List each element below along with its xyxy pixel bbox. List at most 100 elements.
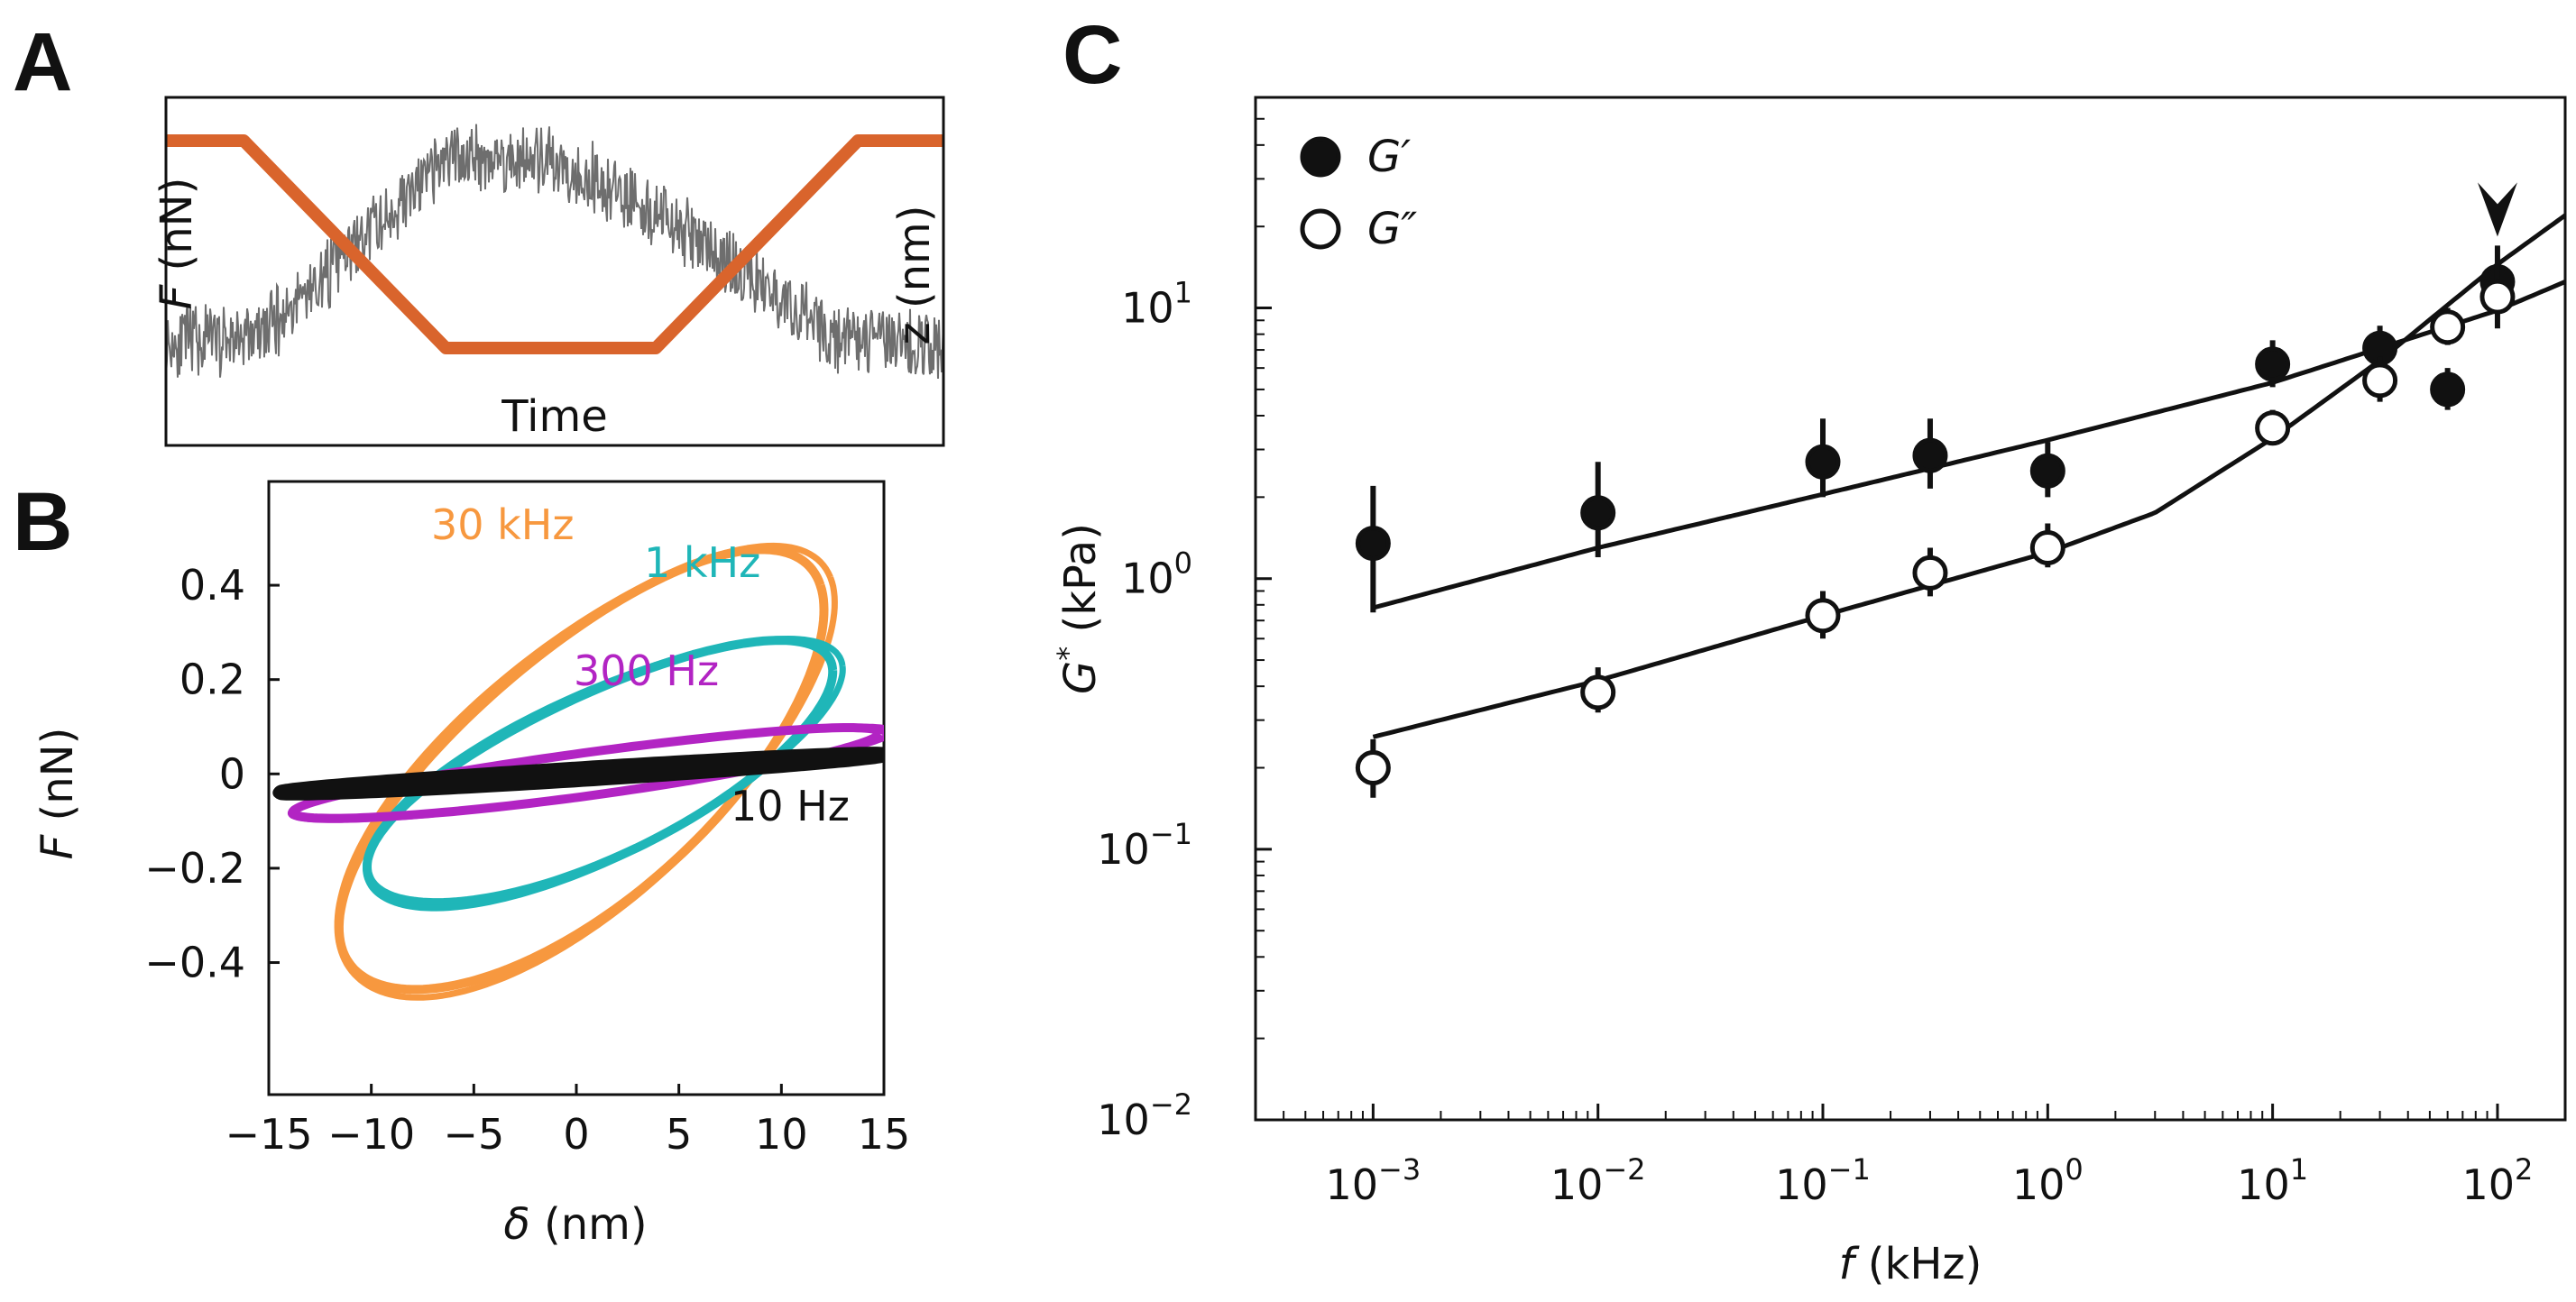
data-marker [2362, 362, 2398, 399]
panel-c-ylabel-symbol: G [1055, 661, 1106, 694]
panel-a-xlabel: Time [501, 391, 607, 442]
panel-c-xtick-label: 10−1 [1775, 1152, 1871, 1209]
data-marker [1355, 526, 1391, 562]
panel-c-fits [1372, 213, 2565, 739]
panel-b-ytick-label: 0.2 [179, 656, 245, 704]
panel-a-ylabel-left-symbol: F [152, 283, 202, 309]
panel-c-ytick-label: 101 [1121, 276, 1192, 333]
g-double-prime-point [1580, 667, 1616, 713]
panel-c-xtick-label: 100 [2012, 1152, 2084, 1209]
panel-b-xtick-label: 15 [858, 1110, 911, 1159]
data-marker [2479, 279, 2516, 315]
panel-a-ylabel-left-unit: (nN) [152, 178, 202, 285]
g-double-prime-point [2255, 409, 2291, 446]
g-prime-point [1805, 418, 1841, 498]
g-double-prime-point [2430, 307, 2466, 345]
panel-c-xtick-label: 10−3 [1326, 1152, 1421, 1209]
legend-label-g-prime: G′ [1367, 132, 1411, 182]
data-marker [2255, 346, 2291, 382]
panel-label-b: B [13, 476, 72, 568]
label-300hz: 300 Hz [574, 646, 719, 695]
panel-c-ytick-label: 10−1 [1097, 817, 1192, 874]
panel-b-chart: −15 −10 −5 0 5 10 15 0.4 0.2 0 −0.2 −0.4 30 kHz 1 k… [32, 480, 910, 1250]
panel-c-xtick-label: 101 [2237, 1152, 2308, 1209]
panel-b-xtick-label: 5 [666, 1110, 692, 1159]
panel-b-ytick-label: −0.2 [144, 844, 245, 893]
legend-label-g-double-prime: G″ [1367, 204, 1417, 254]
panel-c-xtick-label: 10−2 [1550, 1152, 1646, 1209]
panel-b-xlabel-unit: (nm) [530, 1199, 648, 1250]
legend-marker-g-prime [1300, 136, 1341, 178]
data-marker [2255, 410, 2291, 446]
panel-b-ytick-label: 0 [219, 749, 245, 798]
panel-c-legend: G′ G″ [1300, 132, 1417, 254]
panel-c-xtick-label: 102 [2461, 1152, 2533, 1209]
data-marker [1580, 495, 1616, 531]
data-marker [1912, 437, 1948, 473]
fit-g-double-prime [1372, 213, 2565, 739]
g-prime-point [1912, 418, 1948, 489]
loop-1-khz [363, 636, 846, 912]
data-marker [1355, 750, 1391, 785]
panel-c-ytick-label: 10−2 [1097, 1087, 1192, 1144]
panel-b-ticks: −15 −10 −5 0 5 10 15 0.4 0.2 0 −0.2 −0.4 [144, 561, 910, 1159]
panel-c-ylabel-unit: (kPa) [1055, 523, 1106, 646]
panel-c-chart: 10−3 10−2 10−1 100 101 102 10−2 10−1 100 101 G′ G… [1051, 96, 2567, 1289]
panel-c-ylabel: G* (kPa) [1051, 523, 1106, 694]
loop-10-hz [272, 747, 884, 800]
g-prime-point [2255, 340, 2291, 388]
panel-b-ytick-label: 0.4 [179, 561, 245, 610]
data-marker [1805, 444, 1841, 480]
panel-label-c: C [1063, 9, 1122, 101]
panel-c-ytick-label: 100 [1121, 546, 1192, 603]
g-double-prime-point [2362, 356, 2398, 402]
g-double-prime-point [1355, 738, 1391, 798]
panel-c-xlabel-unit: (kHz) [1854, 1239, 1983, 1289]
panel-b-xlabel: δ (nm) [503, 1199, 647, 1250]
label-30khz: 30 kHz [431, 500, 575, 549]
data-marker [1805, 598, 1841, 634]
panel-a-ylabel-left: F (nN) [152, 178, 202, 310]
force-trace [166, 124, 943, 380]
panel-b-xtick-label: −5 [443, 1110, 504, 1159]
panel-label-a: A [13, 16, 72, 108]
panel-c-frame [1254, 96, 2567, 1122]
panel-b-xtick-label: 0 [563, 1110, 589, 1159]
panel-b-ylabel-symbol: F [32, 833, 83, 859]
panel-c-ticks: 10−3 10−2 10−1 100 101 102 10−2 10−1 100 101 [1097, 117, 2533, 1209]
fit-g-prime [1372, 280, 2565, 610]
g-double-prime-point [1805, 591, 1841, 639]
data-marker [2430, 309, 2466, 345]
data-marker [1912, 555, 1948, 591]
data-marker [1580, 674, 1616, 711]
panel-b-xtick-label: 10 [755, 1110, 808, 1159]
data-marker [2430, 371, 2466, 408]
g-prime-point [1580, 462, 1616, 557]
panel-c-xlabel: f (kHz) [1839, 1239, 1983, 1289]
panel-b-loops [272, 542, 884, 1001]
panel-b-ytick-label: −0.4 [144, 939, 245, 987]
z-trace [166, 134, 943, 354]
panel-b-xtick-label: −15 [225, 1110, 312, 1159]
label-10hz: 10 Hz [731, 782, 850, 830]
g-double-prime-point [1912, 547, 1948, 597]
panel-a-chart: F (nN) z (nm) Time [152, 96, 945, 447]
panel-b-ylabel-unit: (nN) [32, 728, 83, 835]
panel-a-traces [166, 124, 943, 380]
g-double-prime-point [2479, 264, 2516, 329]
data-marker [2029, 453, 2065, 489]
label-1khz: 1 kHz [644, 538, 760, 587]
g-prime-point [2430, 368, 2466, 410]
g-double-prime-point [2029, 523, 2065, 568]
panel-a-ylabel-right: z (nm) [889, 205, 940, 344]
panel-c-ylabel-star: * [1051, 646, 1085, 661]
data-marker [2029, 530, 2065, 566]
g-prime-point [1355, 485, 1391, 613]
legend-marker-g-double-prime [1300, 208, 1341, 250]
panel-c-points [1355, 245, 2516, 798]
panel-b-ylabel: F (nN) [32, 728, 83, 860]
panel-a-frame [164, 96, 945, 447]
panel-b-xlabel-symbol: δ [503, 1199, 529, 1250]
panel-b-xtick-label: −10 [327, 1110, 415, 1159]
